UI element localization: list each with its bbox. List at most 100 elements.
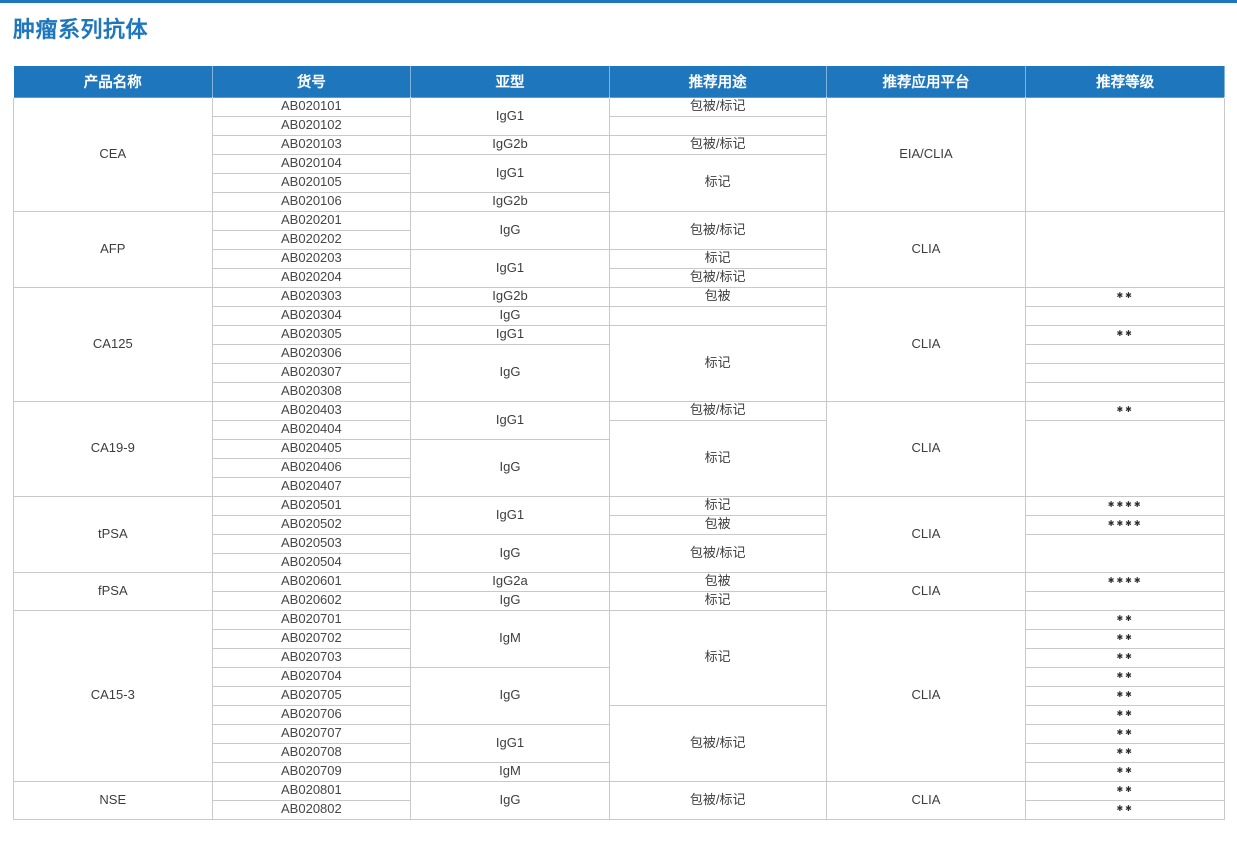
product-cell: NSE: [13, 780, 213, 820]
usage-cell: 包被/标记: [608, 400, 827, 421]
grade-cell: [1025, 96, 1225, 212]
header-recommended-use: 推荐用途: [608, 66, 827, 97]
usage-cell: [608, 115, 827, 136]
usage-cell: 包被: [608, 286, 827, 307]
header-product-name: 产品名称: [13, 66, 213, 97]
grade-cell: ✱✱✱✱: [1025, 495, 1225, 516]
grade-cell: [1025, 590, 1225, 611]
catalog-cell: AB020204: [211, 267, 412, 288]
header-catalog-number: 货号: [211, 66, 412, 97]
grade-cell: [1025, 305, 1225, 326]
usage-cell: 包被/标记: [608, 780, 827, 820]
platform-cell: CLIA: [825, 210, 1027, 288]
table-row: AB020802 ✱✱: [14, 799, 1225, 820]
catalog-cell: AB020707: [211, 723, 412, 744]
platform-cell: CLIA: [825, 780, 1027, 820]
table-row: AB020202: [14, 229, 1225, 250]
product-cell: CEA: [13, 96, 213, 212]
table-row: AB020106 IgG2b: [14, 191, 1225, 212]
catalog-cell: AB020601: [211, 571, 412, 592]
table-row: AB020407: [14, 476, 1225, 497]
catalog-cell: AB020701: [211, 609, 412, 630]
catalog-cell: AB020405: [211, 438, 412, 459]
table-header: 产品名称 货号 亚型 推荐用途 推荐应用平台 推荐等级: [13, 66, 1225, 97]
subtype-cell: IgM: [410, 609, 610, 668]
table-row: AB020305 IgG1 标记 ✱✱: [14, 324, 1225, 402]
subtype-cell: IgG: [410, 780, 610, 820]
table-row: AB020502 包被 ✱✱✱✱: [14, 514, 1225, 535]
grade-cell: ✱✱: [1025, 723, 1225, 744]
subtype-cell: IgG1: [410, 96, 610, 136]
header-row: 产品名称 货号 亚型 推荐用途 推荐应用平台 推荐等级: [13, 66, 1225, 97]
catalog-cell: AB020102: [211, 115, 412, 136]
grade-cell: [1025, 419, 1225, 497]
usage-cell: 标记: [608, 609, 827, 706]
subtype-cell: IgG2b: [410, 286, 610, 307]
grade-cell: ✱✱: [1025, 628, 1225, 649]
usage-cell: 标记: [608, 590, 827, 611]
table-row: AB020203 IgG1 标记: [14, 248, 1225, 288]
catalog-cell: AB020705: [211, 685, 412, 706]
table-row: AB020705 ✱✱: [14, 685, 1225, 706]
catalog-cell: AB020407: [211, 476, 412, 497]
grade-cell: ✱✱: [1025, 799, 1225, 820]
usage-cell: 标记: [608, 153, 827, 212]
table-row: AB020503 IgG 包被/标记: [14, 533, 1225, 573]
subtype-cell: IgG1: [410, 153, 610, 193]
usage-cell: 包被/标记: [608, 267, 827, 288]
table-row: AB020706 包被/标记 ✱✱: [14, 704, 1225, 782]
catalog-cell: AB020709: [211, 761, 412, 782]
catalog-cell: AB020308: [211, 381, 412, 402]
product-cell: CA15-3: [13, 609, 213, 782]
catalog-cell: AB020202: [211, 229, 412, 250]
table-body: CEA AB020101 IgG1 包被/标记 EIA/CLIA AB020102 AB02…: [13, 96, 1225, 820]
catalog-cell: AB020801: [211, 780, 412, 801]
catalog-cell: AB020306: [211, 343, 412, 364]
usage-cell: 包被/标记: [608, 533, 827, 573]
catalog-cell: AB020201: [211, 210, 412, 231]
table-row: AB020708 ✱✱: [14, 742, 1225, 763]
platform-cell: CLIA: [825, 571, 1027, 611]
table-row: AB020306 IgG: [14, 343, 1225, 402]
catalog-cell: AB020203: [211, 248, 412, 269]
subtype-cell: IgG2a: [410, 571, 610, 592]
table-row: AB020602 IgG 标记: [14, 590, 1225, 611]
grade-cell: [1025, 381, 1225, 402]
usage-cell: 标记: [608, 324, 827, 402]
product-cell: tPSA: [13, 495, 213, 573]
usage-cell: 包被/标记: [608, 96, 827, 117]
catalog-cell: AB020703: [211, 647, 412, 668]
grade-cell: ✱✱: [1025, 400, 1225, 421]
table-row: CEA AB020101 IgG1 包被/标记 EIA/CLIA: [13, 96, 1225, 212]
catalog-cell: AB020802: [211, 799, 412, 820]
usage-cell: 包被: [608, 571, 827, 592]
subtype-cell: IgG: [410, 210, 610, 250]
platform-cell: CLIA: [825, 609, 1027, 782]
grade-cell: ✱✱✱✱: [1025, 571, 1225, 592]
platform-cell: CLIA: [825, 286, 1027, 402]
usage-cell: 标记: [608, 248, 827, 269]
header-subtype: 亚型: [410, 66, 610, 97]
subtype-cell: IgG: [410, 438, 610, 497]
subtype-cell: IgG1: [410, 495, 610, 535]
platform-cell: CLIA: [825, 400, 1027, 497]
grade-cell: ✱✱: [1025, 286, 1225, 307]
catalog-cell: AB020305: [211, 324, 412, 345]
table-row: AB020405 IgG: [14, 438, 1225, 497]
usage-cell: 包被/标记: [608, 704, 827, 782]
usage-cell: 标记: [608, 419, 827, 497]
table-row: CA125 AB020303 IgG2b 包被 CLIA ✱✱: [13, 286, 1225, 402]
table-row: AB020709 IgM ✱✱: [14, 761, 1225, 782]
header-recommended-grade: 推荐等级: [1025, 66, 1225, 97]
table-row: AB020406: [14, 457, 1225, 478]
usage-cell: 包被/标记: [608, 210, 827, 250]
catalog-cell: AB020104: [211, 153, 412, 174]
catalog-cell: AB020502: [211, 514, 412, 535]
table-row: AB020404 标记: [14, 419, 1225, 497]
grade-cell: ✱✱: [1025, 324, 1225, 345]
catalog-cell: AB020504: [211, 552, 412, 573]
grade-cell: ✱✱: [1025, 609, 1225, 630]
catalog-cell: AB020404: [211, 419, 412, 440]
table-row: AB020704 IgG ✱✱: [14, 666, 1225, 725]
